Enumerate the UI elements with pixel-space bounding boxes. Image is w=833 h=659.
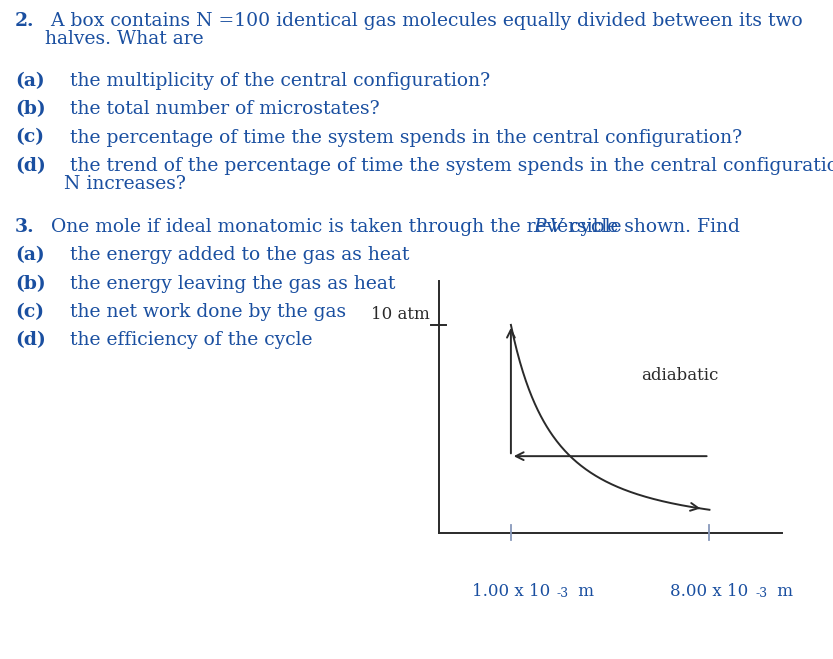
Text: the efficiency of the cycle: the efficiency of the cycle [64,331,312,349]
Text: A box contains N =100 identical gas molecules equally divided between its two: A box contains N =100 identical gas mole… [45,12,803,30]
Text: -3: -3 [756,587,767,600]
Text: cycle shown. Find: cycle shown. Find [564,218,740,236]
Text: 2.: 2. [15,12,34,30]
Text: 8.00 x 10: 8.00 x 10 [671,583,749,600]
Text: (a): (a) [15,72,45,90]
Text: 3.: 3. [15,218,35,236]
Text: 1.00 x 10: 1.00 x 10 [471,583,550,600]
Text: the total number of microstates?: the total number of microstates? [64,100,380,118]
Text: (b): (b) [15,275,46,293]
Text: m: m [573,583,595,600]
Text: (c): (c) [15,303,44,321]
Text: (a): (a) [15,246,45,264]
Text: (c): (c) [15,129,44,146]
Text: (d): (d) [15,157,46,175]
Text: P-V: P-V [533,218,563,236]
Text: the percentage of time the system spends in the central configuration?: the percentage of time the system spends… [64,129,742,146]
Text: (b): (b) [15,100,46,118]
Text: -3: -3 [556,587,569,600]
Text: m: m [772,583,793,600]
Text: the energy leaving the gas as heat: the energy leaving the gas as heat [64,275,396,293]
Text: the multiplicity of the central configuration?: the multiplicity of the central configur… [64,72,491,90]
Text: One mole if ideal monatomic is taken through the reversible: One mole if ideal monatomic is taken thr… [45,218,627,236]
Text: the trend of the percentage of time the system spends in the central configurati: the trend of the percentage of time the … [64,157,833,175]
Text: (d): (d) [15,331,46,349]
Text: 10 atm: 10 atm [371,306,430,323]
Text: adiabatic: adiabatic [641,366,718,384]
Text: the energy added to the gas as heat: the energy added to the gas as heat [64,246,410,264]
Text: N increases?: N increases? [64,175,186,193]
Text: the net work done by the gas: the net work done by the gas [64,303,347,321]
Text: halves. What are: halves. What are [45,30,203,48]
